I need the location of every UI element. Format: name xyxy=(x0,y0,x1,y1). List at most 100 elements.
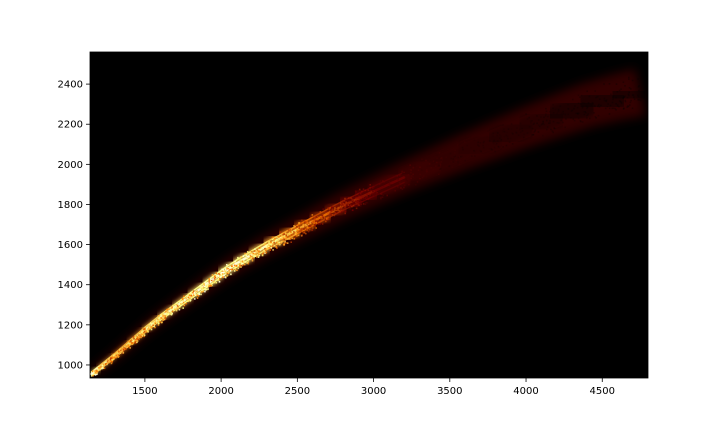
density-cell xyxy=(622,97,624,99)
density-cell xyxy=(276,239,278,242)
density-cell xyxy=(119,348,122,351)
density-cell xyxy=(164,316,166,319)
density-cell xyxy=(93,373,95,375)
density-cell xyxy=(632,94,635,96)
density-cell xyxy=(593,104,596,107)
density-cell xyxy=(534,130,536,133)
density-cell xyxy=(493,146,496,149)
density-cell xyxy=(129,347,131,349)
density-cell xyxy=(343,206,346,208)
density-cell xyxy=(565,118,567,120)
density-cell xyxy=(351,205,353,208)
density-cell xyxy=(401,188,404,190)
density-cell xyxy=(210,283,212,286)
density-cell xyxy=(227,267,230,269)
density-cell xyxy=(239,260,242,263)
density-cell xyxy=(588,95,591,98)
density-cell xyxy=(154,321,156,324)
density-cell xyxy=(595,117,597,119)
density-cell xyxy=(138,338,140,341)
density-cell xyxy=(115,354,117,357)
density-cell xyxy=(371,193,373,195)
density-cell xyxy=(364,197,367,199)
density-cell xyxy=(143,335,145,338)
density-cell xyxy=(220,273,222,275)
density-cell xyxy=(187,300,189,302)
density-cell xyxy=(312,220,315,222)
density-cell xyxy=(410,175,413,177)
density-cell xyxy=(257,254,260,257)
density-cell xyxy=(315,227,317,229)
density-cell xyxy=(119,350,121,352)
density-cell xyxy=(251,253,254,255)
density-cell xyxy=(502,146,504,148)
density-cell xyxy=(523,136,525,139)
density-cell xyxy=(329,207,331,209)
density-cell xyxy=(319,219,321,221)
density-cell xyxy=(623,107,625,110)
density-cell xyxy=(357,204,359,206)
density-cell xyxy=(381,192,383,194)
density-cell xyxy=(628,91,630,94)
density-cell xyxy=(94,370,96,372)
density-cell xyxy=(111,361,113,363)
density-cell xyxy=(315,222,318,224)
density-cell xyxy=(231,266,233,268)
density-cell xyxy=(247,261,250,263)
density-cell xyxy=(532,133,535,136)
density-cell xyxy=(519,128,521,131)
density-cell xyxy=(242,255,245,258)
density-cell xyxy=(118,352,121,354)
y-axis: 1000 1200 1400 1600 1800 2000 2200 2400 xyxy=(58,80,90,371)
density-cell xyxy=(624,85,626,87)
density-cell xyxy=(552,104,554,106)
density-cell xyxy=(451,166,454,168)
density-cell xyxy=(98,368,101,370)
density-cell xyxy=(615,103,617,105)
density-cell xyxy=(435,166,437,168)
density-cell xyxy=(425,169,428,171)
density-cell xyxy=(210,279,213,282)
density-cell xyxy=(582,106,584,108)
density-cell xyxy=(494,141,497,143)
density-cell xyxy=(107,359,109,362)
density-cell xyxy=(284,241,286,243)
density-cell xyxy=(279,243,281,246)
density-cell xyxy=(585,112,587,114)
density-cell xyxy=(478,145,480,147)
density-cell xyxy=(163,313,165,315)
density-cell xyxy=(455,159,458,161)
density-cell xyxy=(611,107,613,110)
density-cell xyxy=(254,248,256,250)
density-cell xyxy=(170,307,173,310)
density-cell xyxy=(341,209,344,212)
density-cell xyxy=(616,105,619,107)
density-cell xyxy=(492,141,494,144)
density-cell xyxy=(407,173,410,176)
density-cell xyxy=(628,87,631,89)
density-cell xyxy=(567,107,569,110)
density-cell xyxy=(111,355,114,358)
density-cell xyxy=(552,107,554,110)
density-cell xyxy=(317,216,319,218)
density-cell xyxy=(190,293,192,295)
density-cell xyxy=(167,312,170,314)
density-cell xyxy=(627,93,630,96)
density-cell xyxy=(624,100,627,103)
density-cell xyxy=(266,246,268,249)
density-cell xyxy=(552,120,555,123)
density-cell xyxy=(367,194,370,197)
density-cell xyxy=(249,251,252,253)
density-cell xyxy=(320,217,322,219)
density-cell xyxy=(554,108,557,111)
density-cell xyxy=(630,88,632,90)
density-cell xyxy=(264,252,266,254)
density-cell xyxy=(410,169,413,172)
density-cell xyxy=(519,131,522,134)
density-cell xyxy=(99,369,101,371)
density-cell xyxy=(189,297,191,300)
density-cell xyxy=(178,308,181,311)
density-cell xyxy=(206,282,208,284)
density-cell xyxy=(562,110,564,113)
density-cell xyxy=(528,126,531,128)
